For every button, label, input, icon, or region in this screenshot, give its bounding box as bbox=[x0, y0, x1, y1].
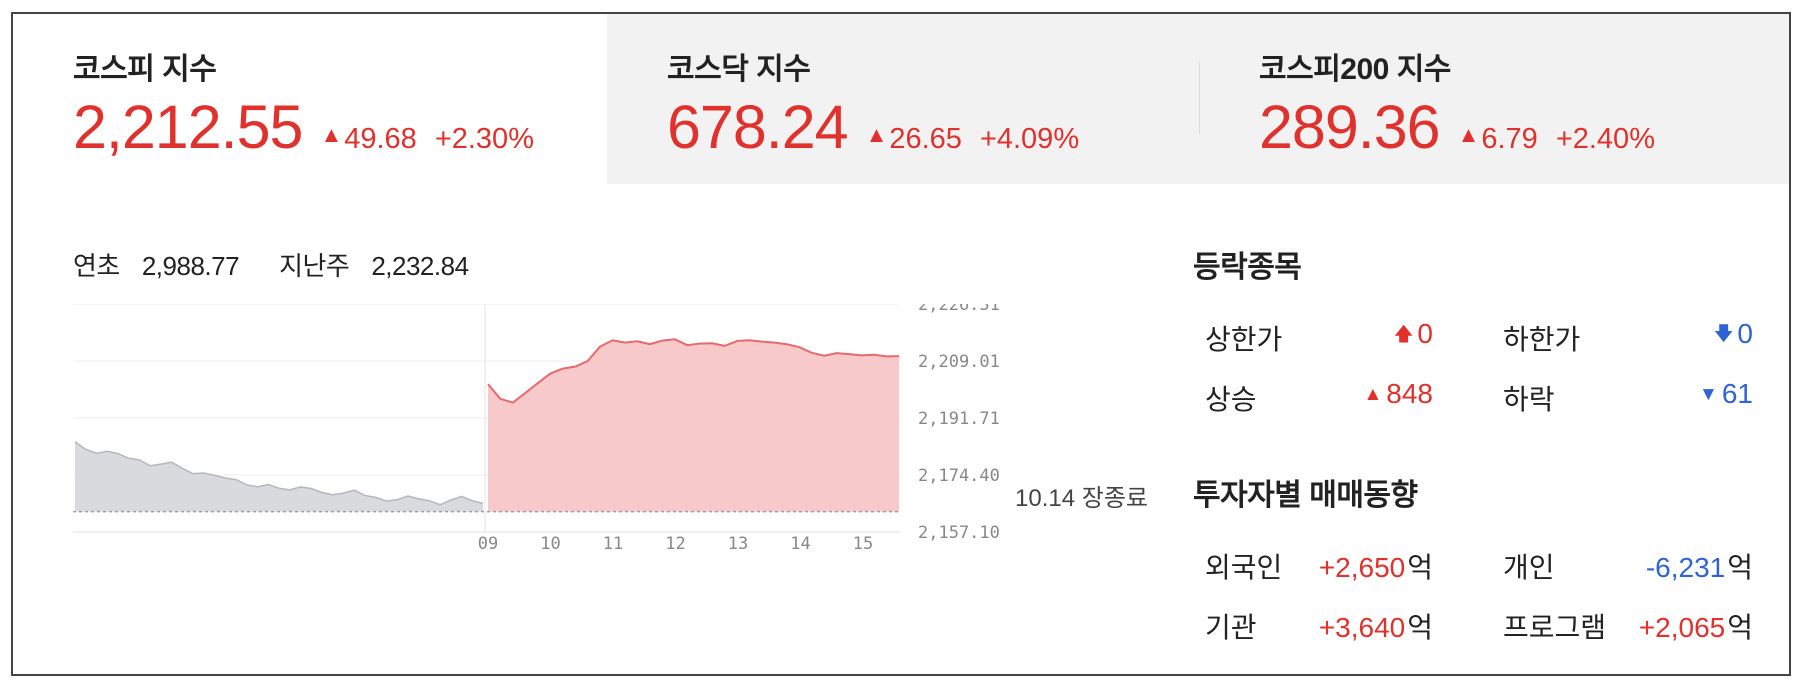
tab-divider bbox=[1199, 62, 1200, 134]
institution-cell: 기관 +3,640억 bbox=[1193, 606, 1433, 656]
tab-quote: 2,212.55 ▲49.68 +2.30% bbox=[73, 92, 534, 162]
institution-value: +3,640 bbox=[1318, 612, 1406, 643]
program-value: +2,065 bbox=[1638, 612, 1726, 643]
investors-grid: 외국인 +2,650억 개인 -6,231억 기관 +3,640억 프로그램 +… bbox=[1193, 532, 1753, 652]
index-tabs: 코스피 지수 2,212.55 ▲49.68 +2.30% 코스닥 지수 678.2… bbox=[13, 14, 1789, 184]
chart-svg: 2,226.31 2,209.01 2,191.71 2,174.40 2,157.10… bbox=[73, 295, 1000, 554]
unit-label: 억 bbox=[1407, 552, 1433, 583]
year-start-value: 2,988.77 bbox=[141, 251, 240, 281]
today-session-line bbox=[487, 338, 900, 404]
arrow-up-bold-icon: 🡅 bbox=[1393, 324, 1414, 345]
rise-value: 848 bbox=[1386, 378, 1433, 409]
foreign-cell: 외국인 +2,650억 bbox=[1193, 546, 1433, 596]
upper-limit-label: 상한가 bbox=[1205, 324, 1283, 355]
breadth-grid: 상한가 🡅 0 하한가 🡇 0 상승 ▲ 848 하락 ▼ 61 bbox=[1193, 304, 1753, 424]
index-value: 289.36 bbox=[1259, 93, 1441, 161]
individual-cell: 개인 -6,231억 bbox=[1491, 546, 1753, 596]
institution-label: 기관 bbox=[1205, 612, 1257, 643]
year-start-label: 연초 bbox=[73, 251, 120, 281]
upper-limit-cell: 상한가 🡅 0 bbox=[1193, 318, 1433, 368]
individual-value: -6,231 bbox=[1645, 552, 1726, 583]
index-rate: +4.09% bbox=[979, 123, 1080, 155]
side-panel: 등락종목 상한가 🡅 0 하한가 🡇 0 상승 ▲ 848 하락 ▼ 61 투자자별 매… bbox=[1193, 242, 1753, 652]
y-tick-label: 2,209.01 bbox=[918, 352, 1000, 372]
lower-limit-cell: 하한가 🡇 0 bbox=[1491, 318, 1753, 368]
index-change: 26.65 bbox=[889, 123, 962, 155]
investors-title: 투자자별 매매동향 bbox=[1193, 479, 1418, 512]
today-session-area bbox=[488, 339, 899, 512]
y-tick-label: 2,191.71 bbox=[918, 409, 1000, 429]
market-status: 10.14 장종료 bbox=[1015, 485, 1148, 512]
index-value: 678.24 bbox=[667, 93, 849, 161]
y-tick-label: 2,157.10 bbox=[918, 523, 1000, 543]
y-tick-label: 2,226.31 bbox=[918, 304, 1000, 315]
x-tick-label: 12 bbox=[665, 534, 685, 554]
lower-limit-label: 하한가 bbox=[1503, 324, 1581, 355]
x-tick-label: 09 bbox=[478, 534, 498, 554]
tab-kospi200[interactable]: 코스피200 지수 289.36 ▲6.79 +2.40% bbox=[1199, 14, 1789, 184]
foreign-label: 외국인 bbox=[1205, 552, 1283, 583]
lower-limit-value: 0 bbox=[1737, 318, 1753, 349]
program-cell: 프로그램 +2,065억 bbox=[1491, 606, 1753, 656]
previous-session-area bbox=[75, 441, 483, 512]
triangle-up-icon: ▲ bbox=[1457, 122, 1480, 147]
x-tick-label: 10 bbox=[540, 534, 560, 554]
tab-kospi[interactable]: 코스피 지수 2,212.55 ▲49.68 +2.30% bbox=[13, 14, 607, 184]
tab-inactive-group bbox=[607, 14, 1789, 184]
tab-quote: 678.24 ▲26.65 +4.09% bbox=[667, 92, 1079, 162]
tab-kosdaq[interactable]: 코스닥 지수 678.24 ▲26.65 +4.09% bbox=[607, 14, 1201, 184]
reference-values: 연초 2,988.77 지난주 2,232.84 bbox=[73, 246, 469, 283]
triangle-up-icon: ▲ bbox=[865, 122, 888, 147]
triangle-up-icon: ▲ bbox=[1363, 384, 1383, 405]
triangle-up-icon: ▲ bbox=[320, 122, 343, 147]
fall-cell: 하락 ▼ 61 bbox=[1491, 378, 1753, 428]
previous-session-line bbox=[74, 441, 484, 506]
index-value: 2,212.55 bbox=[73, 93, 303, 161]
triangle-down-icon: ▼ bbox=[1699, 384, 1718, 405]
unit-label: 억 bbox=[1727, 612, 1753, 643]
program-label: 프로그램 bbox=[1503, 612, 1607, 643]
breadth-title: 등락종목 bbox=[1193, 251, 1302, 284]
unit-label: 억 bbox=[1407, 612, 1433, 643]
tab-name: 코스피200 지수 bbox=[1259, 53, 1451, 86]
individual-label: 개인 bbox=[1503, 552, 1555, 583]
x-tick-label: 13 bbox=[728, 534, 748, 554]
x-tick-label: 14 bbox=[790, 534, 810, 554]
tab-name: 코스피 지수 bbox=[73, 53, 217, 86]
index-rate: +2.30% bbox=[434, 123, 534, 155]
fall-label: 하락 bbox=[1503, 384, 1555, 415]
y-tick-label: 2,174.40 bbox=[918, 466, 1000, 486]
x-tick-label: 15 bbox=[853, 534, 873, 554]
rise-label: 상승 bbox=[1205, 384, 1257, 415]
last-week-label: 지난주 bbox=[279, 251, 350, 281]
rise-cell: 상승 ▲ 848 bbox=[1193, 378, 1433, 428]
arrow-down-bold-icon: 🡇 bbox=[1713, 324, 1734, 345]
index-change: 6.79 bbox=[1481, 123, 1538, 155]
index-rate: +2.40% bbox=[1555, 123, 1655, 155]
tab-name: 코스닥 지수 bbox=[667, 53, 811, 86]
index-widget: 코스피 지수 2,212.55 ▲49.68 +2.30% 코스닥 지수 678.2… bbox=[11, 12, 1791, 676]
tab-quote: 289.36 ▲6.79 +2.40% bbox=[1259, 92, 1655, 162]
last-week-value: 2,232.84 bbox=[371, 251, 469, 281]
unit-label: 억 bbox=[1727, 552, 1753, 583]
upper-limit-value: 0 bbox=[1417, 318, 1433, 349]
fall-value: 61 bbox=[1721, 378, 1753, 409]
intraday-chart: 2,226.31 2,209.01 2,191.71 2,174.40 2,157.10… bbox=[73, 295, 1133, 624]
x-tick-label: 11 bbox=[603, 534, 623, 554]
foreign-value: +2,650 bbox=[1318, 552, 1406, 583]
index-change: 49.68 bbox=[344, 123, 417, 155]
